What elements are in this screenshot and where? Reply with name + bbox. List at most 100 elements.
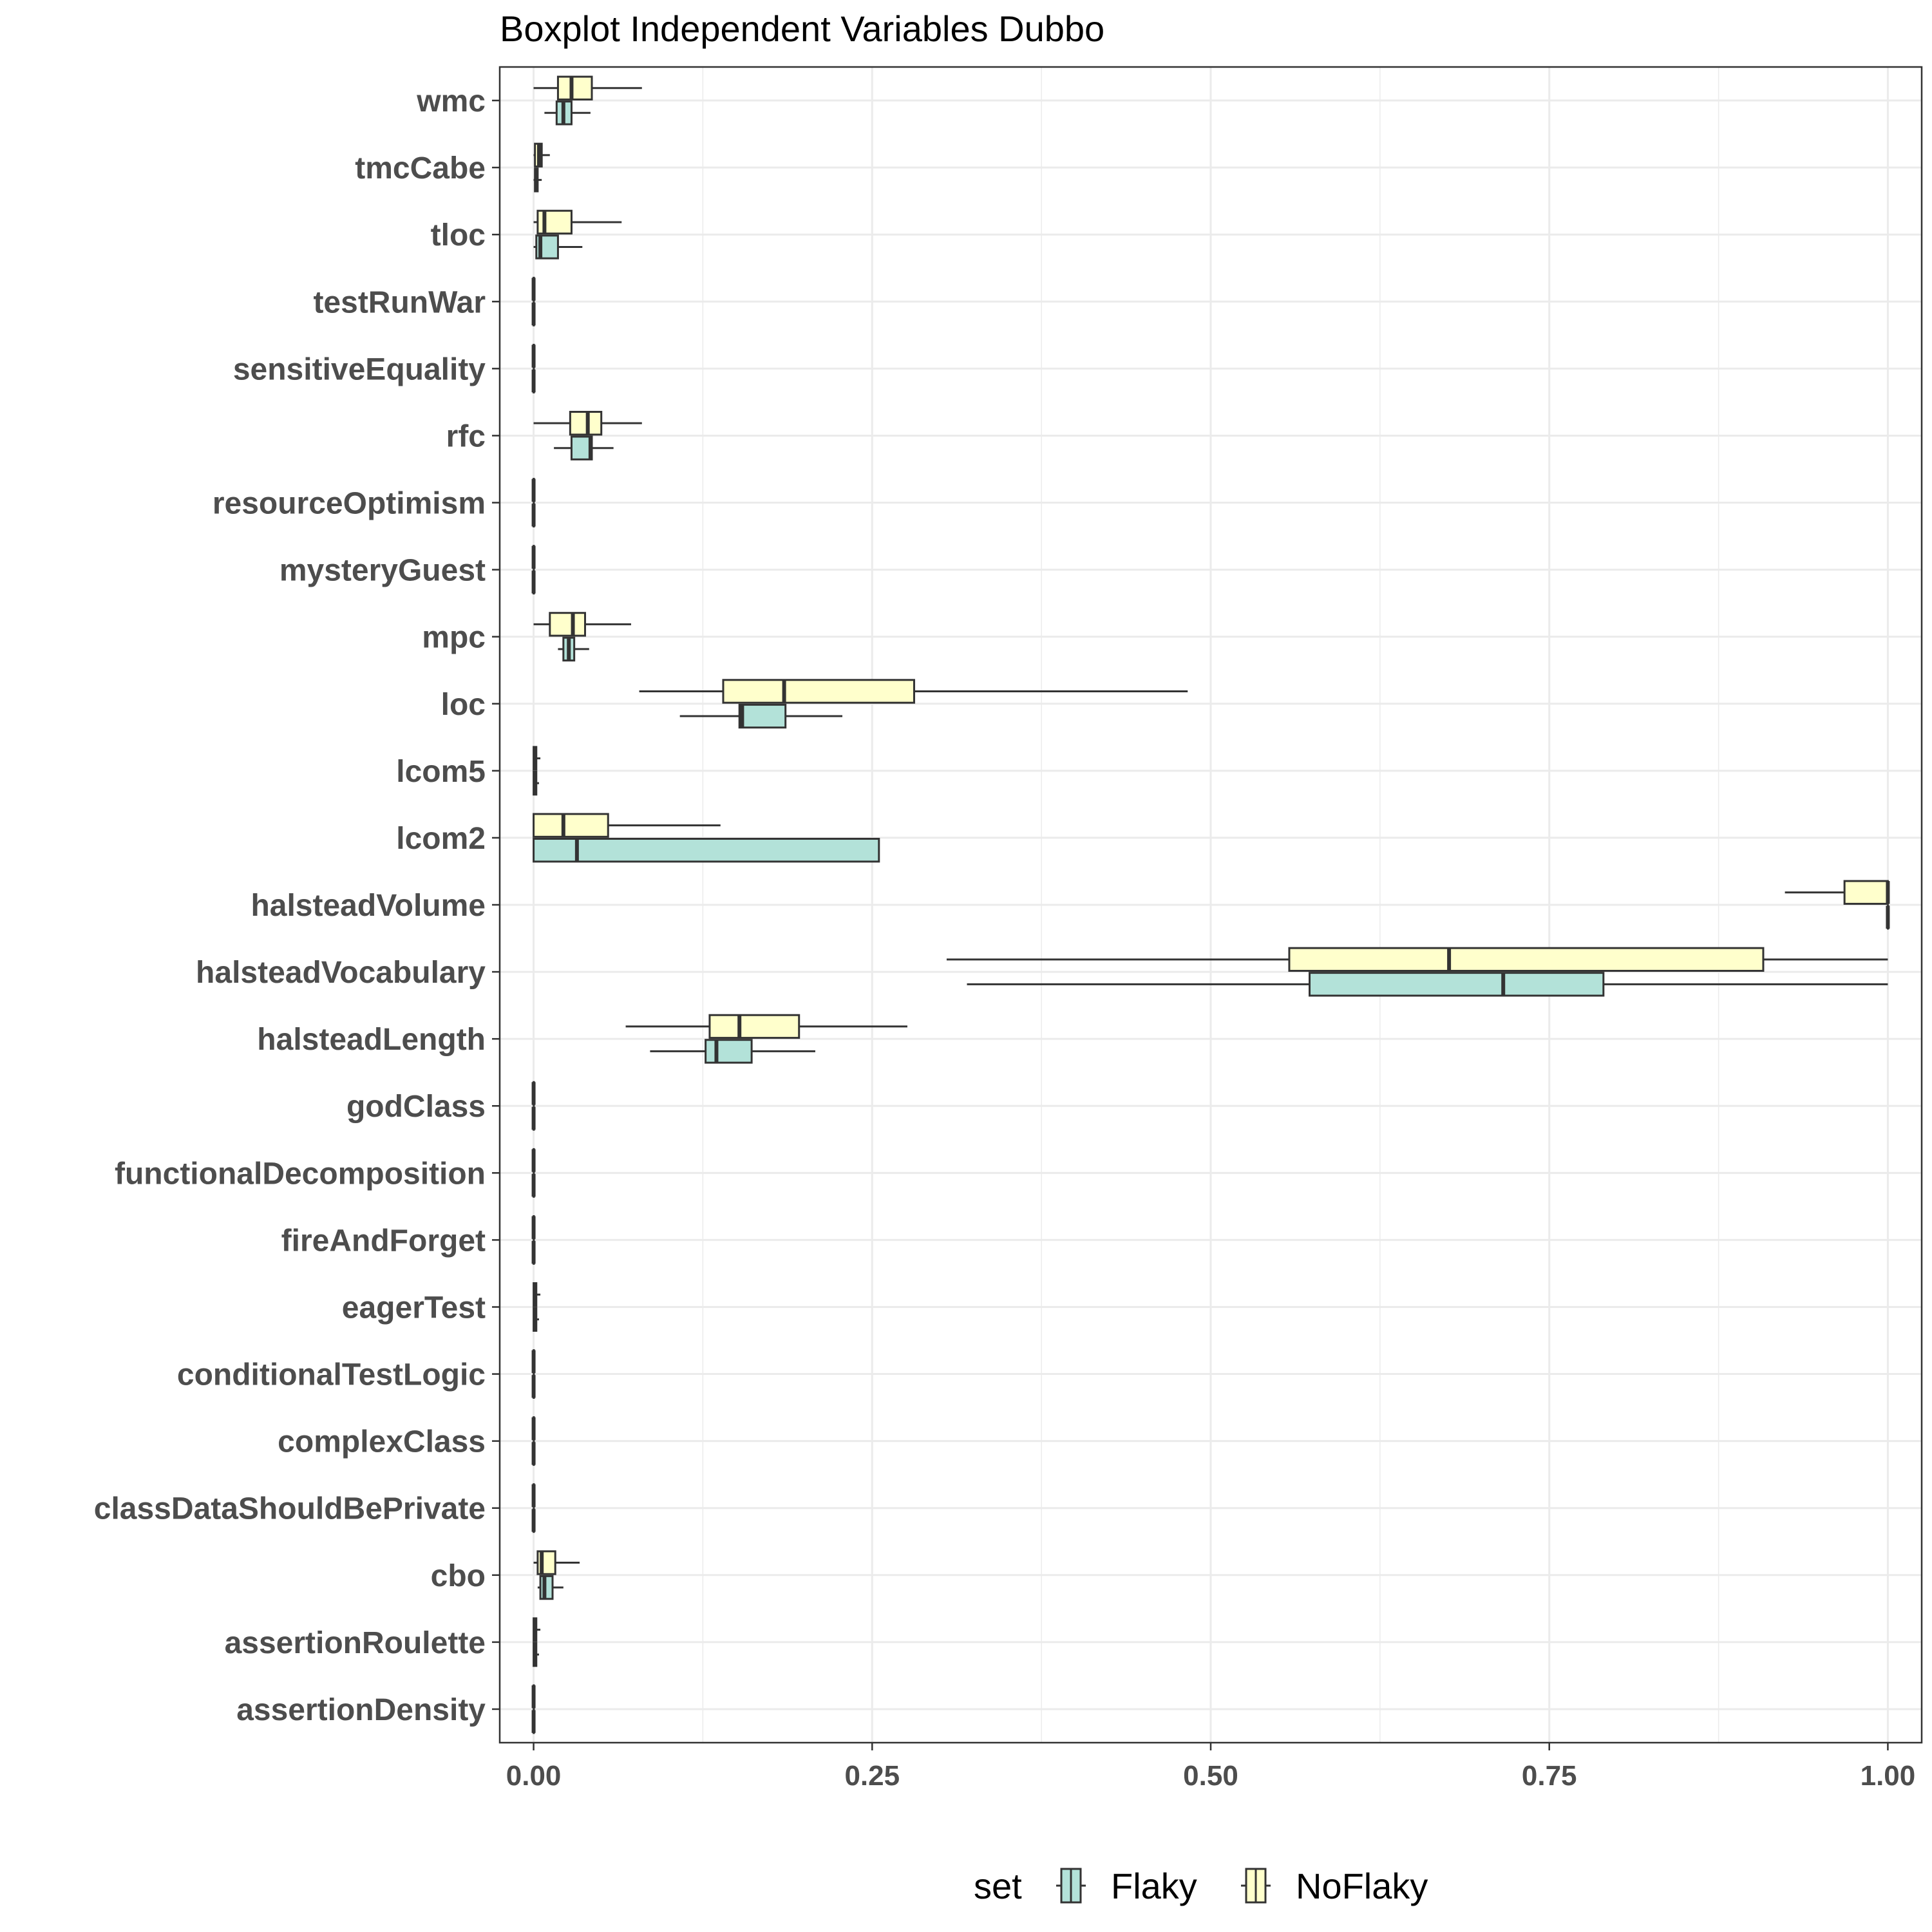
box-noflaky-sensitiveEquality bbox=[531, 343, 536, 369]
box-noflaky-rfc bbox=[533, 410, 642, 436]
y-tick-label: lcom2 bbox=[396, 822, 486, 856]
box-iqr bbox=[1309, 972, 1605, 997]
x-tick-label: 1.00 bbox=[1861, 1760, 1916, 1792]
mark-layer bbox=[531, 75, 1890, 1734]
box-iqr bbox=[533, 813, 609, 838]
y-tick-label: assertionDensity bbox=[236, 1693, 486, 1727]
y-tick-label: complexClass bbox=[278, 1425, 486, 1459]
box-noflaky-assertionRoulette bbox=[533, 1617, 541, 1642]
box-flaky-testRunWar bbox=[531, 301, 536, 327]
box-noflaky-fireAndForget bbox=[531, 1215, 536, 1240]
box-noflaky-cbo bbox=[533, 1550, 580, 1575]
box-flaky-classDataShouldBePrivate bbox=[531, 1508, 536, 1533]
box-flaky-lcom5 bbox=[533, 770, 539, 796]
chart-title: Boxplot Independent Variables Dubbo bbox=[500, 8, 1104, 49]
box-flaky-rfc bbox=[554, 435, 614, 460]
box-flaky-eagerTest bbox=[533, 1307, 539, 1332]
y-tick-label: loc bbox=[441, 688, 486, 722]
box-noflaky-eagerTest bbox=[533, 1282, 541, 1307]
box-iqr bbox=[549, 612, 586, 637]
box-flaky-sensitiveEquality bbox=[531, 368, 536, 393]
box-flaky-resourceOptimism bbox=[531, 502, 536, 527]
y-tick-label: fireAndForget bbox=[281, 1224, 486, 1258]
box-noflaky-assertionDensity bbox=[531, 1684, 536, 1709]
box-flaky-mysteryGuest bbox=[531, 569, 536, 595]
box-flaky-lcom2 bbox=[533, 837, 880, 863]
box-iqr bbox=[539, 1575, 554, 1600]
box-flaky-complexClass bbox=[531, 1441, 536, 1466]
box-iqr bbox=[570, 435, 593, 460]
box-noflaky-loc bbox=[639, 679, 1188, 704]
y-tick-label: godClass bbox=[346, 1090, 486, 1124]
y-tick-label: mysteryGuest bbox=[279, 554, 486, 588]
box-noflaky-halsteadLength bbox=[625, 1014, 907, 1039]
legend-key-flaky: Flaky bbox=[1056, 1866, 1197, 1906]
box-iqr bbox=[556, 75, 593, 100]
y-tick-label: sensitiveEquality bbox=[233, 352, 486, 386]
box-noflaky-lcom5 bbox=[533, 746, 541, 771]
legend-key-noflaky: NoFlaky bbox=[1241, 1866, 1428, 1906]
box-flaky-wmc bbox=[544, 100, 591, 126]
y-tick-label: halsteadVolume bbox=[251, 889, 486, 923]
box-iqr bbox=[708, 1014, 800, 1039]
y-tick-label: halsteadVocabulary bbox=[196, 956, 486, 990]
legend: set Flaky NoFlaky bbox=[974, 1866, 1428, 1906]
box-noflaky-lcom2 bbox=[533, 813, 721, 838]
y-tick-label: tloc bbox=[431, 218, 486, 252]
box-iqr bbox=[705, 1039, 753, 1064]
y-tick-label: conditionalTestLogic bbox=[177, 1358, 486, 1392]
box-noflaky-godClass bbox=[531, 1081, 536, 1106]
box-noflaky-tloc bbox=[533, 209, 622, 235]
box-flaky-assertionRoulette bbox=[533, 1642, 539, 1667]
box-noflaky-halsteadVocabulary bbox=[946, 947, 1888, 972]
box-flaky-fireAndForget bbox=[531, 1240, 536, 1265]
legend-label: NoFlaky bbox=[1296, 1866, 1428, 1906]
legend-label: Flaky bbox=[1111, 1866, 1197, 1906]
y-tick-label: halsteadLength bbox=[257, 1023, 486, 1057]
y-tick-label: wmc bbox=[416, 84, 486, 118]
y-tick-label: classDataShouldBePrivate bbox=[94, 1492, 486, 1526]
box-flaky-loc bbox=[679, 703, 843, 729]
box-noflaky-halsteadVolume bbox=[1785, 880, 1890, 905]
y-tick-label: assertionRoulette bbox=[225, 1626, 486, 1660]
y-tick-label: tmcCabe bbox=[355, 151, 486, 185]
box-noflaky-classDataShouldBePrivate bbox=[531, 1483, 536, 1508]
box-flaky-conditionalTestLogic bbox=[531, 1374, 536, 1399]
box-noflaky-conditionalTestLogic bbox=[531, 1349, 536, 1374]
box-flaky-functionalDecomposition bbox=[531, 1173, 536, 1198]
y-tick-label: testRunWar bbox=[313, 285, 486, 319]
axis-layer: wmc tmcCabe tloc testRunWar sensitiveEqualit… bbox=[94, 84, 1915, 1792]
y-tick-label: cbo bbox=[431, 1559, 486, 1593]
grid-layer bbox=[500, 67, 1922, 1743]
x-tick-label: 0.00 bbox=[506, 1760, 562, 1792]
box-flaky-halsteadVocabulary bbox=[967, 972, 1888, 997]
box-iqr bbox=[738, 703, 787, 729]
box-flaky-tmcCabe bbox=[533, 167, 542, 193]
legend-title: set bbox=[974, 1866, 1022, 1906]
box-noflaky-testRunWar bbox=[531, 276, 536, 302]
box-flaky-mpc bbox=[558, 636, 589, 662]
y-tick-label: mpc bbox=[422, 621, 486, 655]
box-flaky-cbo bbox=[537, 1575, 564, 1600]
box-iqr bbox=[1288, 947, 1765, 972]
y-tick-label: rfc bbox=[446, 419, 486, 453]
box-flaky-assertionDensity bbox=[531, 1709, 536, 1734]
box-iqr bbox=[533, 837, 880, 863]
y-tick-label: eagerTest bbox=[342, 1291, 486, 1325]
box-noflaky-tmcCabe bbox=[533, 142, 550, 168]
x-tick-label: 0.75 bbox=[1522, 1760, 1577, 1792]
y-tick-label: resourceOptimism bbox=[213, 487, 486, 521]
box-iqr bbox=[569, 410, 603, 436]
box-noflaky-resourceOptimism bbox=[531, 478, 536, 503]
box-noflaky-functionalDecomposition bbox=[531, 1148, 536, 1173]
box-noflaky-mysteryGuest bbox=[531, 545, 536, 570]
y-tick-label: lcom5 bbox=[396, 755, 486, 789]
box-flaky-godClass bbox=[531, 1106, 536, 1131]
box-flaky-halsteadLength bbox=[650, 1039, 815, 1064]
box-flaky-tloc bbox=[533, 234, 583, 260]
x-tick-label: 0.25 bbox=[844, 1760, 900, 1792]
box-noflaky-mpc bbox=[533, 612, 631, 637]
box-noflaky-complexClass bbox=[531, 1416, 536, 1441]
box-iqr bbox=[1843, 880, 1889, 905]
